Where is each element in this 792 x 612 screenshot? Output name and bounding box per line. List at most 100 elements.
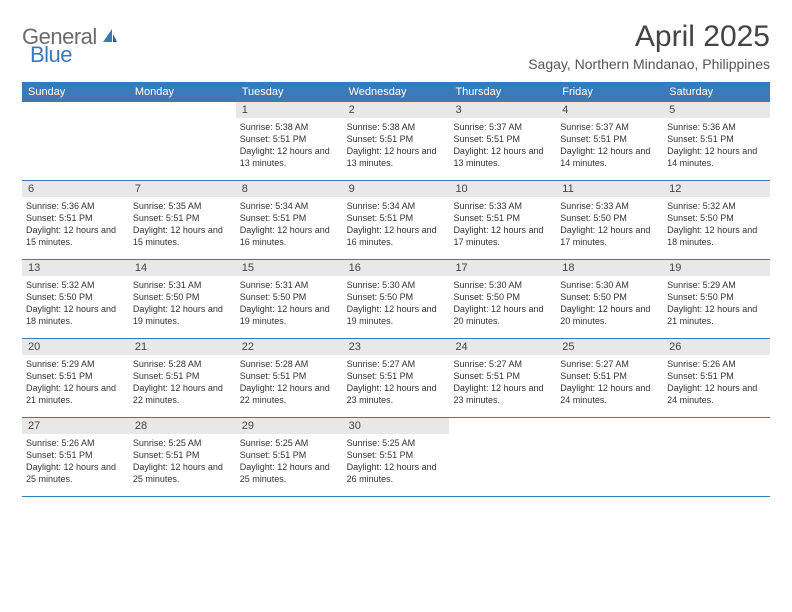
- day-number: 12: [663, 181, 770, 197]
- day-content: Sunrise: 5:33 AMSunset: 5:50 PMDaylight:…: [556, 197, 663, 253]
- daylight-text: Daylight: 12 hours and 19 minutes.: [133, 303, 232, 327]
- day-header: Tuesday: [236, 82, 343, 102]
- day-cell: 21Sunrise: 5:28 AMSunset: 5:51 PMDayligh…: [129, 339, 236, 417]
- day-cell: 16Sunrise: 5:30 AMSunset: 5:50 PMDayligh…: [343, 260, 450, 338]
- sunrise-text: Sunrise: 5:35 AM: [133, 200, 232, 212]
- day-content: Sunrise: 5:25 AMSunset: 5:51 PMDaylight:…: [343, 434, 450, 490]
- sunrise-text: Sunrise: 5:37 AM: [560, 121, 659, 133]
- daylight-text: Daylight: 12 hours and 14 minutes.: [560, 145, 659, 169]
- day-number: 26: [663, 339, 770, 355]
- day-content: Sunrise: 5:37 AMSunset: 5:51 PMDaylight:…: [449, 118, 556, 174]
- page-subtitle: Sagay, Northern Mindanao, Philippines: [528, 56, 770, 72]
- day-cell: 28Sunrise: 5:25 AMSunset: 5:51 PMDayligh…: [129, 418, 236, 496]
- daylight-text: Daylight: 12 hours and 19 minutes.: [240, 303, 339, 327]
- day-content: Sunrise: 5:38 AMSunset: 5:51 PMDaylight:…: [236, 118, 343, 174]
- day-content: Sunrise: 5:26 AMSunset: 5:51 PMDaylight:…: [663, 355, 770, 411]
- day-cell: 13Sunrise: 5:32 AMSunset: 5:50 PMDayligh…: [22, 260, 129, 338]
- logo-text-blue: Blue: [30, 42, 72, 67]
- day-cell: 14Sunrise: 5:31 AMSunset: 5:50 PMDayligh…: [129, 260, 236, 338]
- sunset-text: Sunset: 5:51 PM: [240, 212, 339, 224]
- sunset-text: Sunset: 5:51 PM: [240, 449, 339, 461]
- sunset-text: Sunset: 5:51 PM: [347, 133, 446, 145]
- daylight-text: Daylight: 12 hours and 23 minutes.: [453, 382, 552, 406]
- daylight-text: Daylight: 12 hours and 24 minutes.: [667, 382, 766, 406]
- day-content: Sunrise: 5:36 AMSunset: 5:51 PMDaylight:…: [663, 118, 770, 174]
- sunset-text: Sunset: 5:50 PM: [240, 291, 339, 303]
- page-title: April 2025: [528, 20, 770, 54]
- day-cell: 24Sunrise: 5:27 AMSunset: 5:51 PMDayligh…: [449, 339, 556, 417]
- daylight-text: Daylight: 12 hours and 18 minutes.: [26, 303, 125, 327]
- sunrise-text: Sunrise: 5:30 AM: [453, 279, 552, 291]
- daylight-text: Daylight: 12 hours and 24 minutes.: [560, 382, 659, 406]
- day-header: Friday: [556, 82, 663, 102]
- sunset-text: Sunset: 5:51 PM: [453, 370, 552, 382]
- week-row: 20Sunrise: 5:29 AMSunset: 5:51 PMDayligh…: [22, 339, 770, 418]
- sunrise-text: Sunrise: 5:38 AM: [347, 121, 446, 133]
- day-cell: 10Sunrise: 5:33 AMSunset: 5:51 PMDayligh…: [449, 181, 556, 259]
- daylight-text: Daylight: 12 hours and 25 minutes.: [26, 461, 125, 485]
- day-number: 15: [236, 260, 343, 276]
- sunset-text: Sunset: 5:51 PM: [347, 449, 446, 461]
- daylight-text: Daylight: 12 hours and 25 minutes.: [133, 461, 232, 485]
- daylight-text: Daylight: 12 hours and 21 minutes.: [26, 382, 125, 406]
- day-content: Sunrise: 5:35 AMSunset: 5:51 PMDaylight:…: [129, 197, 236, 253]
- sunset-text: Sunset: 5:51 PM: [26, 449, 125, 461]
- day-number: 19: [663, 260, 770, 276]
- sunrise-text: Sunrise: 5:25 AM: [133, 437, 232, 449]
- day-number: 22: [236, 339, 343, 355]
- day-cell: 26Sunrise: 5:26 AMSunset: 5:51 PMDayligh…: [663, 339, 770, 417]
- daylight-text: Daylight: 12 hours and 17 minutes.: [453, 224, 552, 248]
- day-header: Saturday: [663, 82, 770, 102]
- day-number: 11: [556, 181, 663, 197]
- day-content: Sunrise: 5:28 AMSunset: 5:51 PMDaylight:…: [129, 355, 236, 411]
- sunset-text: Sunset: 5:51 PM: [453, 212, 552, 224]
- day-cell: 4Sunrise: 5:37 AMSunset: 5:51 PMDaylight…: [556, 102, 663, 180]
- weeks-container: 1Sunrise: 5:38 AMSunset: 5:51 PMDaylight…: [22, 102, 770, 497]
- day-content: Sunrise: 5:27 AMSunset: 5:51 PMDaylight:…: [449, 355, 556, 411]
- day-number: 7: [129, 181, 236, 197]
- day-header: Monday: [129, 82, 236, 102]
- sunset-text: Sunset: 5:51 PM: [133, 370, 232, 382]
- day-cell: [449, 418, 556, 496]
- day-cell: 6Sunrise: 5:36 AMSunset: 5:51 PMDaylight…: [22, 181, 129, 259]
- day-number: 8: [236, 181, 343, 197]
- day-content: Sunrise: 5:33 AMSunset: 5:51 PMDaylight:…: [449, 197, 556, 253]
- day-cell: 18Sunrise: 5:30 AMSunset: 5:50 PMDayligh…: [556, 260, 663, 338]
- day-cell: 19Sunrise: 5:29 AMSunset: 5:50 PMDayligh…: [663, 260, 770, 338]
- day-content: Sunrise: 5:38 AMSunset: 5:51 PMDaylight:…: [343, 118, 450, 174]
- day-number: 17: [449, 260, 556, 276]
- logo-sail-icon: [102, 28, 118, 44]
- day-content: Sunrise: 5:37 AMSunset: 5:51 PMDaylight:…: [556, 118, 663, 174]
- day-content: Sunrise: 5:28 AMSunset: 5:51 PMDaylight:…: [236, 355, 343, 411]
- day-content: Sunrise: 5:27 AMSunset: 5:51 PMDaylight:…: [343, 355, 450, 411]
- day-cell: [556, 418, 663, 496]
- day-number: 29: [236, 418, 343, 434]
- day-content: Sunrise: 5:26 AMSunset: 5:51 PMDaylight:…: [22, 434, 129, 490]
- day-number: 1: [236, 102, 343, 118]
- daylight-text: Daylight: 12 hours and 18 minutes.: [667, 224, 766, 248]
- day-number: 20: [22, 339, 129, 355]
- sunset-text: Sunset: 5:50 PM: [347, 291, 446, 303]
- day-number: 3: [449, 102, 556, 118]
- sunrise-text: Sunrise: 5:28 AM: [240, 358, 339, 370]
- daylight-text: Daylight: 12 hours and 22 minutes.: [240, 382, 339, 406]
- daylight-text: Daylight: 12 hours and 20 minutes.: [560, 303, 659, 327]
- sunrise-text: Sunrise: 5:36 AM: [667, 121, 766, 133]
- sunrise-text: Sunrise: 5:27 AM: [347, 358, 446, 370]
- day-content: Sunrise: 5:30 AMSunset: 5:50 PMDaylight:…: [556, 276, 663, 332]
- day-cell: [663, 418, 770, 496]
- day-content: Sunrise: 5:25 AMSunset: 5:51 PMDaylight:…: [236, 434, 343, 490]
- sunrise-text: Sunrise: 5:25 AM: [347, 437, 446, 449]
- sunrise-text: Sunrise: 5:27 AM: [453, 358, 552, 370]
- sunrise-text: Sunrise: 5:33 AM: [560, 200, 659, 212]
- sunset-text: Sunset: 5:51 PM: [560, 133, 659, 145]
- sunrise-text: Sunrise: 5:25 AM: [240, 437, 339, 449]
- sunset-text: Sunset: 5:50 PM: [133, 291, 232, 303]
- sunrise-text: Sunrise: 5:36 AM: [26, 200, 125, 212]
- sunrise-text: Sunrise: 5:32 AM: [667, 200, 766, 212]
- week-row: 27Sunrise: 5:26 AMSunset: 5:51 PMDayligh…: [22, 418, 770, 497]
- daylight-text: Daylight: 12 hours and 17 minutes.: [560, 224, 659, 248]
- day-number: 14: [129, 260, 236, 276]
- day-header: Sunday: [22, 82, 129, 102]
- day-content: Sunrise: 5:31 AMSunset: 5:50 PMDaylight:…: [129, 276, 236, 332]
